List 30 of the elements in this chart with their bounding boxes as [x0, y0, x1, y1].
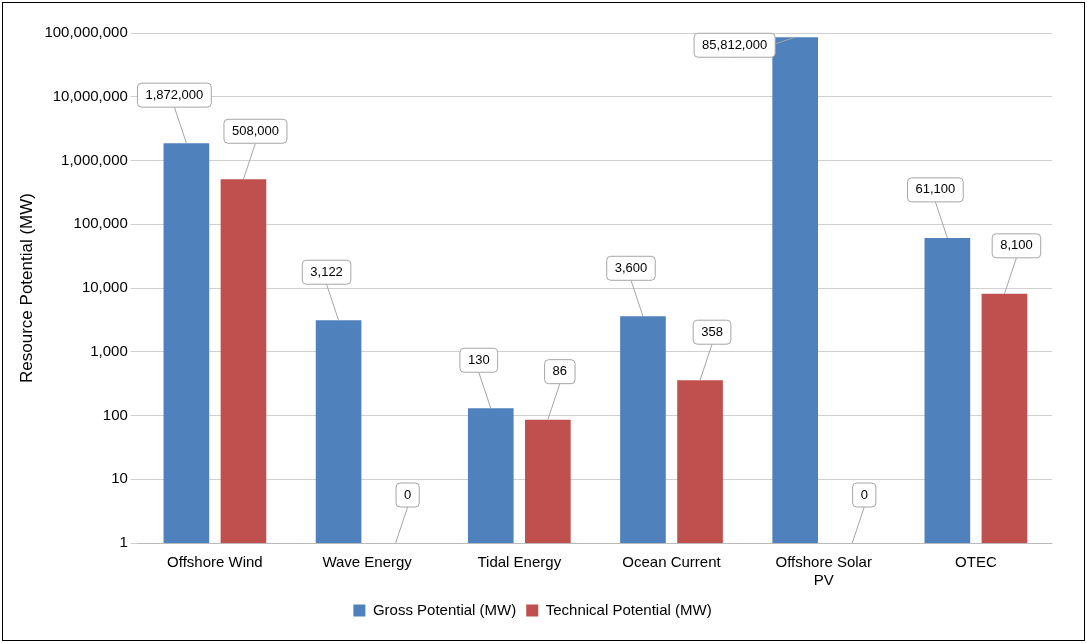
x-tick-label: OTEC: [955, 553, 997, 571]
x-tick-label: Wave Energy: [322, 553, 413, 571]
text: 0: [860, 486, 868, 502]
y-tick-label: 100,000: [73, 214, 128, 232]
data-label: 86: [552, 363, 568, 379]
y-tick-label: 10,000: [81, 278, 128, 296]
y-tick-label: 1,000,000: [61, 150, 128, 168]
x-tick-label: Offshore Solar PV: [775, 553, 872, 589]
data-label: 85,812,000: [702, 36, 768, 52]
data-label: 61,100: [915, 181, 956, 197]
y-tick-label: 10: [111, 469, 128, 487]
x-tick-label: Ocean Current: [622, 553, 722, 571]
y-tick-label: 100,000,000: [44, 23, 128, 41]
data-label: 1,872,000: [145, 86, 204, 102]
x-tick-label: Offshore Wind: [167, 553, 263, 571]
data-label: 508,000: [231, 122, 279, 138]
y-tick-label: 100: [102, 405, 128, 423]
y-tick-label: 10,000,000: [52, 86, 128, 104]
data-label: 130: [467, 351, 490, 367]
y-axis-title: Resource Potential (MW): [16, 193, 36, 383]
legend-label: Gross Potential (MW): [372, 600, 517, 618]
y-tick-label: 1,000: [90, 341, 128, 359]
legend-label: Technical Potential (MW): [545, 600, 712, 618]
data-label: 8,100: [1000, 237, 1033, 253]
data-label: 3,600: [614, 259, 648, 275]
data-label: 3,122: [310, 263, 343, 279]
data-label: 358: [701, 323, 723, 339]
x-tick-label: Tidal Energy: [477, 553, 562, 571]
y-tick-label: 1: [119, 533, 128, 551]
text: 0: [404, 486, 412, 502]
